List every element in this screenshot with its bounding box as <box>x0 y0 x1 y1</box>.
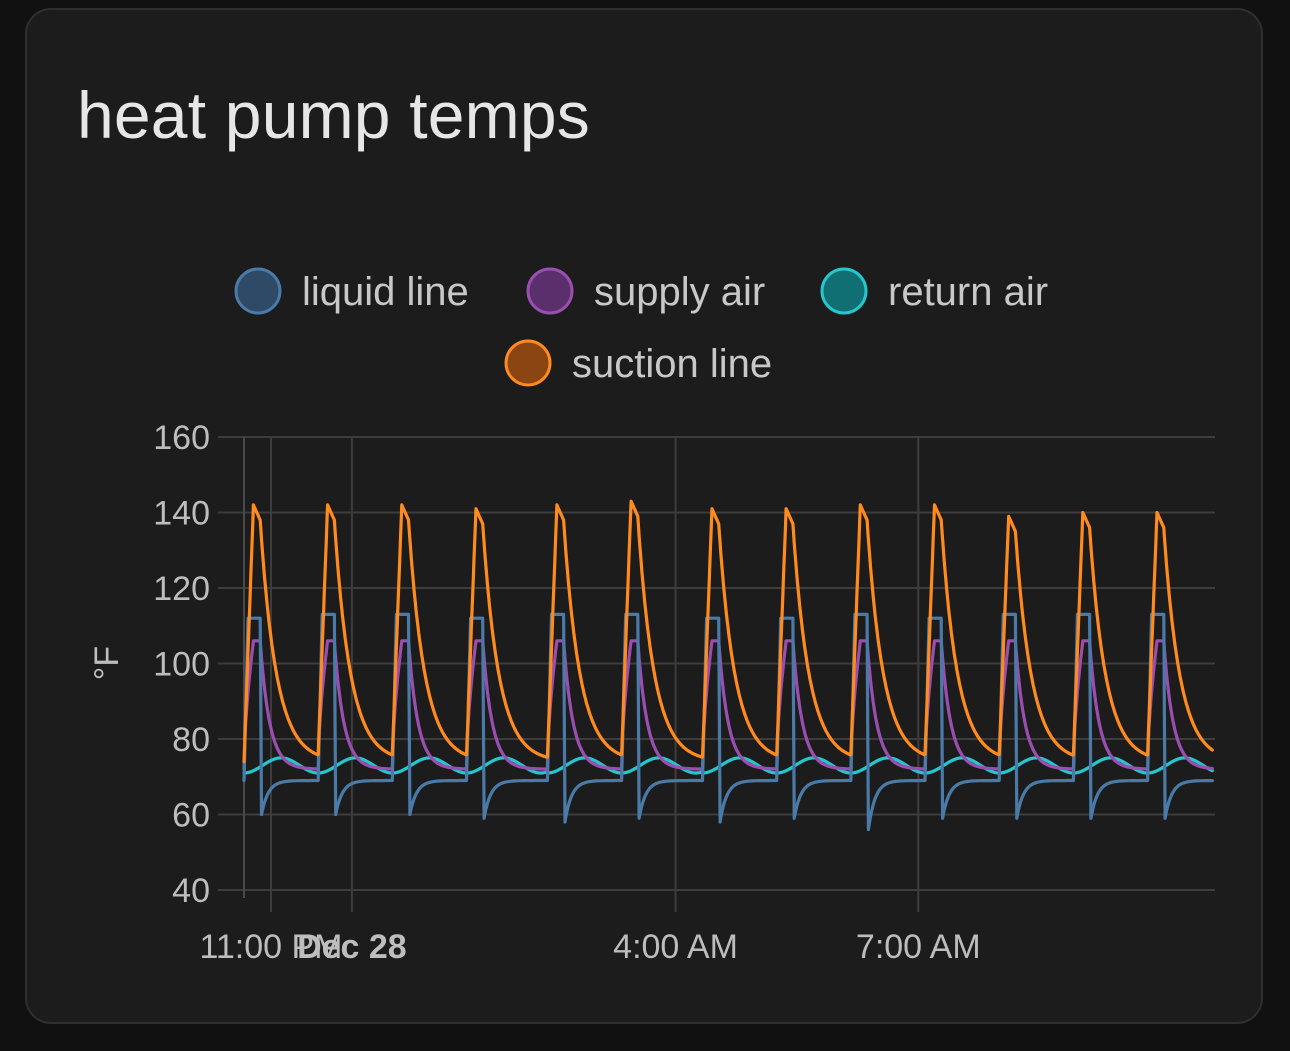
x-tick-label: 7:00 AM <box>856 928 981 966</box>
legend-item-suction-line: suction line <box>504 339 772 387</box>
y-tick-label: 100 <box>153 646 210 684</box>
y-axis-title: °F <box>88 646 126 680</box>
y-tick-label: 140 <box>153 495 210 533</box>
legend-item-return-air: return air <box>820 267 1048 315</box>
y-tick-label: 120 <box>153 570 210 608</box>
chart-card: heat pump temps <box>25 8 1263 1024</box>
x-tick-label: 11:00 PM <box>199 928 342 966</box>
legend-label-return-air: return air <box>888 270 1048 314</box>
legend-swatch-return-air <box>820 267 868 315</box>
grid <box>218 436 1215 912</box>
legend-label-liquid-line: liquid line <box>302 270 469 314</box>
legend-swatch-supply-air <box>526 267 574 315</box>
y-tick-label: 80 <box>172 721 210 759</box>
card-title: heat pump temps <box>77 78 590 152</box>
series-line-supply-air <box>242 639 1214 771</box>
x-tick-label: Dec 28 <box>297 928 407 966</box>
legend: liquid line supply air return air suction l… <box>234 267 1048 387</box>
x-tick-label: 4:00 AM <box>613 928 738 966</box>
series-line-liquid-line <box>242 612 1214 832</box>
legend-label-suction-line: suction line <box>572 342 772 386</box>
series-line-suction-line <box>242 499 1214 764</box>
y-axis: 40 60 80 100 120 140 160 °F <box>88 419 245 910</box>
y-tick-label: 60 <box>172 797 210 835</box>
y-tick-label: 40 <box>172 872 210 910</box>
series-line-return-air <box>242 756 1214 775</box>
legend-swatch-suction-line <box>504 339 552 387</box>
legend-item-supply-air: supply air <box>526 267 765 315</box>
legend-item-liquid-line: liquid line <box>234 267 469 315</box>
legend-swatch-liquid-line <box>234 267 282 315</box>
legend-label-supply-air: supply air <box>594 270 765 314</box>
y-tick-label: 160 <box>153 419 210 457</box>
series-lines <box>242 499 1214 832</box>
